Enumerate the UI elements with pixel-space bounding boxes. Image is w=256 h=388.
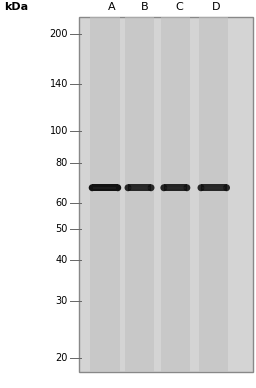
Bar — [161, 17, 190, 372]
Text: kDa: kDa — [5, 2, 29, 12]
Text: C: C — [175, 2, 183, 12]
Bar — [199, 17, 228, 372]
Text: 50: 50 — [56, 224, 68, 234]
Bar — [92, 184, 118, 191]
Ellipse shape — [114, 184, 121, 191]
Bar — [128, 184, 151, 191]
Text: D: D — [212, 2, 221, 12]
Text: 200: 200 — [49, 29, 68, 39]
Text: 30: 30 — [56, 296, 68, 306]
Text: 60: 60 — [56, 198, 68, 208]
Ellipse shape — [223, 184, 230, 191]
Bar — [79, 17, 253, 372]
Bar — [202, 187, 225, 189]
Bar — [165, 187, 186, 189]
Ellipse shape — [198, 184, 204, 191]
Bar — [164, 184, 187, 191]
Text: 20: 20 — [56, 353, 68, 363]
Text: A: A — [108, 2, 115, 12]
Ellipse shape — [89, 184, 96, 191]
Bar — [125, 17, 154, 372]
Bar — [129, 187, 150, 189]
Text: 40: 40 — [56, 255, 68, 265]
Bar — [201, 184, 227, 191]
Ellipse shape — [184, 184, 190, 191]
Text: 80: 80 — [56, 158, 68, 168]
Bar — [90, 17, 120, 372]
Ellipse shape — [124, 184, 132, 191]
Ellipse shape — [160, 184, 167, 191]
Text: 100: 100 — [49, 126, 68, 137]
Text: 140: 140 — [49, 79, 68, 89]
Ellipse shape — [148, 184, 155, 191]
Bar — [93, 187, 116, 189]
Text: B: B — [141, 2, 148, 12]
